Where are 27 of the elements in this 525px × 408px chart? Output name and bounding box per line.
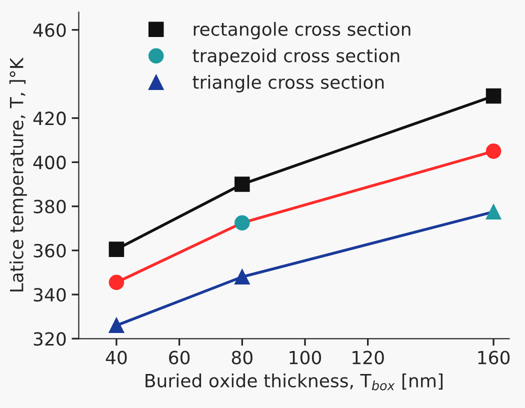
point: [486, 144, 502, 159]
point: [234, 176, 250, 192]
point: [108, 318, 124, 334]
legend-label: rectangole cross section: [194, 22, 410, 40]
x-tick-label: 100: [290, 350, 322, 364]
y-tick-label: 340: [34, 288, 66, 302]
legend-label: trapezoid cross section: [192, 48, 400, 66]
x-tick-label: 120: [352, 350, 384, 364]
point: [234, 215, 250, 230]
legend-label: triangle cross section: [192, 74, 384, 92]
point: [108, 274, 124, 290]
y-tick-label: 460: [33, 23, 66, 37]
x-tick-label: 60: [169, 350, 190, 364]
y-tick-label: 360: [34, 244, 66, 258]
y-tick-label: 380: [34, 200, 66, 214]
x-tick-label: 80: [232, 350, 252, 364]
x-tick-label: 40: [106, 350, 127, 364]
x-axis-title: Buried oxide thickness, T$_{box}$ [nm]: [146, 373, 443, 390]
y-tick-label: 420: [33, 112, 66, 126]
point: [486, 88, 502, 104]
y-tick-label: 400: [33, 156, 66, 170]
point: [486, 204, 502, 220]
y-axis-title: Latice temperature, T, ]°K: [9, 57, 27, 292]
x-tick-label: 160: [478, 350, 510, 364]
point: [234, 269, 250, 285]
y-tick-label: 320: [34, 332, 66, 346]
point: [108, 242, 124, 257]
